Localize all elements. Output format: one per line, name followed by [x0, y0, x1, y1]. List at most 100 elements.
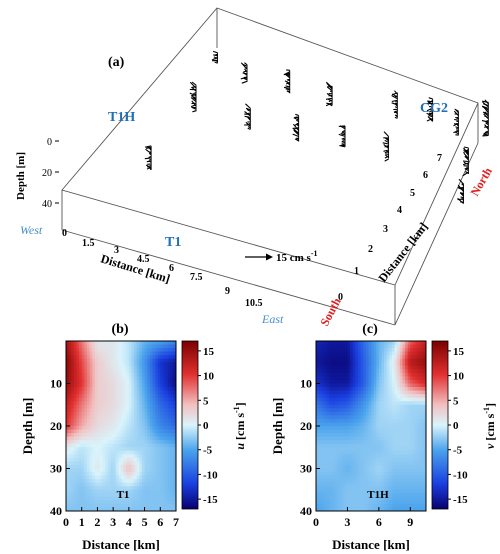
heatmap-cell	[373, 394, 377, 399]
heatmap-cell	[128, 351, 133, 356]
heatmap-cell	[397, 387, 401, 392]
heatmap-cell	[371, 464, 375, 470]
heatmap-cell	[92, 493, 96, 498]
heatmap-cell	[128, 394, 133, 399]
heatmap-cell	[141, 479, 146, 484]
heatmap-cell	[100, 464, 104, 470]
heatmap-cell	[131, 436, 135, 441]
heatmap-cell	[373, 450, 377, 455]
heatmap-cell	[339, 503, 343, 509]
heatmap-cell	[68, 482, 72, 487]
heatmap-cell	[420, 443, 424, 448]
heatmap-cell	[397, 507, 401, 511]
heatmap-cell	[347, 447, 351, 452]
heatmap-cell	[157, 479, 161, 484]
heatmap-cell	[381, 426, 385, 431]
heatmap-cell	[355, 418, 359, 424]
heatmap-cell	[152, 482, 156, 487]
heatmap-cell	[357, 464, 362, 470]
heatmap-cell	[170, 482, 174, 487]
heatmap-cell	[149, 397, 154, 402]
heatmap-cell	[86, 404, 91, 409]
heatmap-cell	[162, 426, 167, 431]
heatmap-cell	[155, 489, 159, 494]
velocity-vector	[463, 147, 469, 155]
heatmap-cell	[86, 493, 91, 498]
heatmap-cell	[121, 500, 125, 505]
heatmap-cell	[105, 422, 109, 427]
heatmap-cell	[86, 447, 91, 452]
heatmap-cell	[113, 344, 117, 349]
heatmap-cell	[165, 362, 169, 367]
heatmap-cell	[115, 468, 119, 473]
heatmap-cell	[128, 426, 133, 431]
heatmap-cell	[89, 464, 93, 470]
heatmap-cell	[100, 482, 104, 487]
heatmap-cell	[152, 365, 156, 370]
heatmap-cell	[389, 372, 393, 378]
heatmap-cell	[350, 450, 354, 455]
heatmap-cell	[381, 461, 385, 466]
heatmap-cell	[141, 383, 146, 388]
heatmap-cell	[173, 344, 176, 349]
heatmap-cell	[339, 479, 343, 484]
heatmap-cell	[420, 383, 424, 388]
heatmap-cell	[126, 372, 130, 378]
heatmap-cell	[170, 461, 174, 466]
heatmap-cell	[139, 436, 143, 441]
heatmap-cell	[391, 440, 396, 445]
heatmap-cell	[126, 358, 130, 363]
heatmap-cell	[336, 503, 341, 509]
heatmap-cell	[336, 376, 341, 381]
heatmap-cell	[102, 454, 106, 459]
heatmap-cell	[334, 372, 338, 378]
heatmap-cell	[355, 397, 359, 402]
heatmap-cell	[347, 358, 351, 363]
heatmap-cell	[423, 496, 426, 501]
heatmap-cell	[402, 372, 406, 378]
heatmap-cell	[329, 355, 333, 360]
heatmap-cell	[360, 426, 364, 431]
heatmap-cell	[71, 426, 75, 431]
heatmap-cell	[418, 422, 422, 427]
heatmap-cell	[347, 344, 351, 349]
velocity-vector	[243, 77, 248, 81]
heatmap-cell	[397, 362, 401, 367]
heatmap-cell	[344, 348, 349, 353]
heatmap-cell	[368, 408, 372, 413]
heatmap-cell	[168, 433, 172, 438]
heatmap-cell	[68, 429, 72, 434]
heatmap-cell	[376, 489, 380, 494]
heatmap-cell	[384, 383, 388, 388]
heatmap-cell	[147, 369, 151, 374]
heatmap-cell	[402, 369, 406, 374]
heatmap-cell	[376, 341, 380, 346]
heatmap-cell	[407, 507, 411, 511]
heatmap-cell	[344, 408, 349, 413]
heatmap-cell	[168, 472, 172, 477]
heatmap-cell	[402, 507, 406, 511]
heatmap-cell	[92, 418, 96, 424]
heatmap-cell	[102, 341, 106, 346]
heatmap-cell	[110, 358, 114, 363]
heatmap-cell	[368, 341, 372, 346]
velocity-vector	[285, 85, 290, 88]
heatmap-cell	[134, 433, 138, 438]
heatmap-cell	[155, 507, 159, 511]
heatmap-cell	[344, 397, 349, 402]
heatmap-cell	[373, 397, 377, 402]
heatmap-cell	[134, 351, 138, 356]
heatmap-cell	[173, 461, 176, 466]
heatmap-cell	[68, 443, 72, 448]
heatmap-cell	[360, 503, 364, 509]
heatmap-cell	[89, 503, 93, 509]
heatmap-cell	[405, 447, 409, 452]
heatmap-cell	[397, 503, 401, 509]
heatmap-cell	[100, 486, 104, 491]
heatmap-cell	[355, 468, 359, 473]
heatmap-cell	[423, 447, 426, 452]
heatmap-cell	[410, 365, 414, 370]
heatmap-cell	[399, 355, 404, 360]
heatmap-cell	[123, 408, 127, 413]
heatmap-cell	[355, 457, 359, 463]
